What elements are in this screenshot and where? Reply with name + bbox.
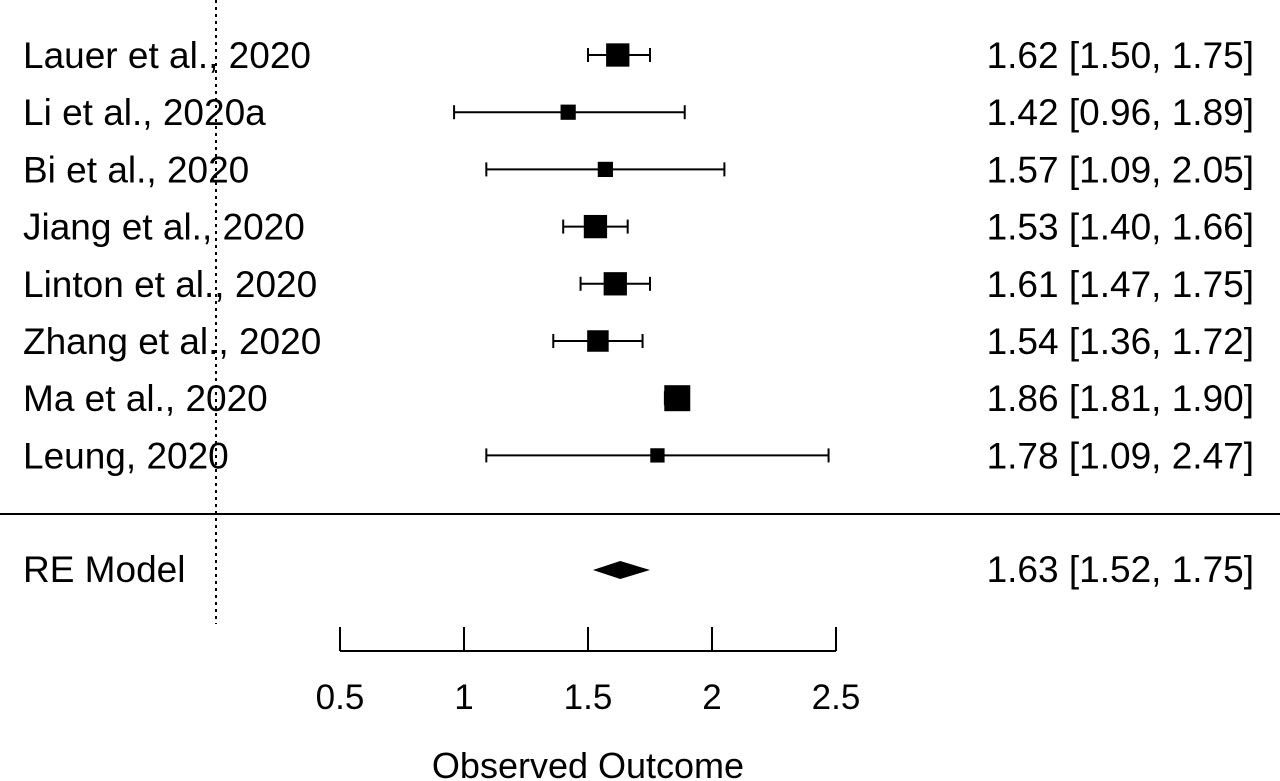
ci-label: 1.42 [0.96, 1.89] (987, 92, 1254, 133)
point-estimate (583, 214, 608, 239)
point-estimate (603, 272, 627, 296)
x-tick-label: 1 (454, 678, 473, 717)
study-row: Zhang et al., 2020 1.54 [1.36, 1.72] (23, 321, 1254, 362)
x-axis-title: Observed Outcome (432, 745, 744, 781)
study-rows: Lauer et al., 2020 1.62 [1.50, 1.75] Li et… (23, 35, 1254, 476)
ci-label: 1.57 [1.09, 2.05] (987, 149, 1254, 190)
study-label: Lauer et al., 2020 (23, 35, 311, 76)
x-tick-label: 2.5 (812, 678, 861, 717)
study-row: Bi et al., 2020 1.57 [1.09, 2.05] (23, 149, 1254, 190)
point-estimate (597, 161, 613, 177)
study-row: Linton et al., 2020 1.61 [1.47, 1.75] (23, 264, 1254, 305)
summary-diamond (592, 561, 650, 579)
study-label: Ma et al., 2020 (23, 378, 268, 419)
study-label: Zhang et al., 2020 (23, 321, 321, 362)
point-estimate (560, 104, 576, 120)
ci-label: 1.54 [1.36, 1.72] (987, 321, 1254, 362)
x-tick-label: 0.5 (316, 678, 365, 717)
study-label: Bi et al., 2020 (23, 149, 249, 190)
point-estimate (650, 448, 665, 463)
x-axis: 0.5 1 1.5 2 2.5 (316, 627, 861, 717)
study-label: Linton et al., 2020 (23, 264, 317, 305)
ci-label: 1.78 [1.09, 2.47] (987, 435, 1254, 476)
study-row: Ma et al., 2020 1.86 [1.81, 1.90] (23, 378, 1254, 419)
x-tick-label: 2 (702, 678, 721, 717)
study-row: Jiang et al., 2020 1.53 [1.40, 1.66] (23, 207, 1254, 248)
study-label: Jiang et al., 2020 (23, 207, 305, 248)
ci-label: 1.62 [1.50, 1.75] (987, 35, 1254, 76)
summary-ci-label: 1.63 [1.52, 1.75] (987, 549, 1254, 590)
ci-label: 1.86 [1.81, 1.90] (987, 378, 1254, 419)
ci-label: 1.61 [1.47, 1.75] (987, 264, 1254, 305)
study-row: Li et al., 2020a 1.42 [0.96, 1.89] (23, 92, 1254, 133)
study-row: Leung, 2020 1.78 [1.09, 2.47] (23, 435, 1254, 476)
x-tick-label: 1.5 (564, 678, 613, 717)
study-label: Li et al., 2020a (23, 92, 266, 133)
point-estimate (587, 330, 609, 352)
summary-label: RE Model (23, 549, 185, 590)
point-estimate (606, 43, 630, 67)
ci-label: 1.53 [1.40, 1.66] (987, 207, 1254, 248)
point-estimate (664, 385, 691, 412)
study-row: Lauer et al., 2020 1.62 [1.50, 1.75] (23, 35, 1254, 76)
study-label: Leung, 2020 (23, 435, 229, 476)
